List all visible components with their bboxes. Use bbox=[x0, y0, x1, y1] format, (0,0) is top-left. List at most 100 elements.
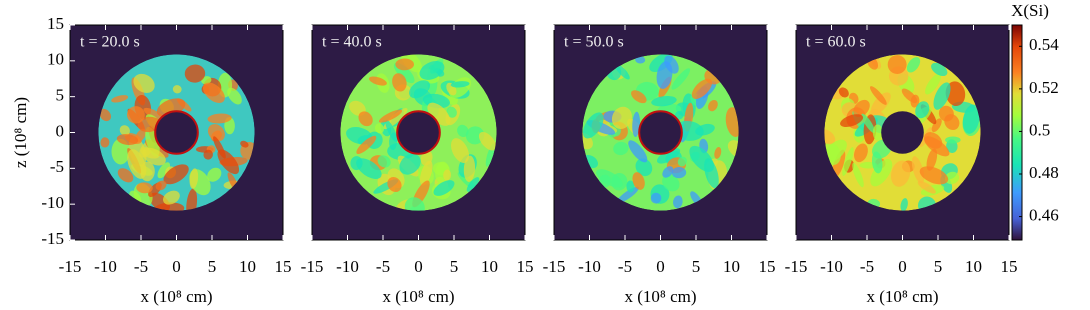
x-tick-label: -10 bbox=[578, 257, 601, 276]
colorbar-tick-label: 0.46 bbox=[1029, 205, 1059, 224]
blob bbox=[116, 134, 139, 145]
blob bbox=[926, 148, 938, 171]
blob bbox=[202, 82, 225, 103]
colorbar-label: X(Si) bbox=[1011, 1, 1049, 20]
blob bbox=[944, 171, 960, 185]
blob bbox=[853, 99, 870, 118]
blob bbox=[582, 112, 604, 139]
colorbar-tick-label: 0.52 bbox=[1029, 78, 1059, 97]
blob bbox=[207, 124, 225, 142]
x-tick-label: 15 bbox=[517, 257, 534, 276]
blob bbox=[945, 81, 966, 107]
panel-label: t = 40.0 s bbox=[322, 34, 382, 51]
blob bbox=[614, 63, 630, 80]
blob bbox=[824, 129, 836, 145]
x-tick-label: 15 bbox=[275, 257, 292, 276]
blob bbox=[931, 118, 942, 133]
blob bbox=[100, 137, 110, 148]
x-tick-label: 0 bbox=[414, 257, 423, 276]
blob bbox=[385, 119, 398, 143]
x-tick-label: -10 bbox=[336, 257, 359, 276]
blob bbox=[901, 88, 918, 104]
blob bbox=[911, 156, 925, 184]
blob bbox=[650, 192, 662, 204]
blob bbox=[906, 57, 921, 73]
blob bbox=[387, 177, 402, 193]
blob bbox=[203, 149, 213, 160]
blob bbox=[919, 166, 949, 185]
blob bbox=[870, 92, 891, 115]
x-tick-label: 10 bbox=[723, 257, 740, 276]
blob bbox=[671, 68, 691, 90]
blob bbox=[842, 147, 854, 176]
blob bbox=[450, 138, 470, 163]
blob bbox=[872, 124, 883, 141]
x-tick-label: 0 bbox=[172, 257, 181, 276]
blob bbox=[466, 177, 480, 192]
x-tick-label: -5 bbox=[134, 257, 148, 276]
x-axis-label: x (10⁸ cm) bbox=[624, 287, 696, 306]
blob bbox=[443, 169, 452, 181]
blob bbox=[915, 101, 930, 119]
blob bbox=[189, 168, 199, 189]
x-tick-label: 15 bbox=[759, 257, 776, 276]
x-tick-label: 5 bbox=[934, 257, 943, 276]
x-axis-label: x (10⁸ cm) bbox=[866, 287, 938, 306]
blob bbox=[838, 87, 849, 98]
x-tick-label: 15 bbox=[1001, 257, 1018, 276]
panel-label: t = 50.0 s bbox=[564, 34, 624, 51]
blob bbox=[704, 158, 719, 189]
blob bbox=[450, 81, 470, 88]
blob bbox=[395, 58, 415, 71]
blob bbox=[727, 140, 739, 158]
blob bbox=[917, 180, 936, 194]
x-tick-label: -5 bbox=[618, 257, 632, 276]
x-tick-label: 5 bbox=[450, 257, 459, 276]
panel-label: t = 20.0 s bbox=[80, 34, 140, 51]
blob bbox=[163, 164, 189, 185]
blob bbox=[358, 111, 373, 127]
blob bbox=[213, 136, 226, 159]
blob bbox=[392, 73, 407, 92]
core bbox=[396, 110, 441, 155]
blob bbox=[240, 140, 249, 148]
blob bbox=[613, 141, 629, 156]
blob bbox=[832, 149, 846, 179]
x-tick-label: -5 bbox=[376, 257, 390, 276]
blob bbox=[126, 106, 145, 124]
panel-label: t = 60.0 s bbox=[806, 34, 866, 51]
blob bbox=[672, 195, 683, 209]
blob bbox=[870, 86, 887, 105]
blob bbox=[111, 95, 129, 103]
blob bbox=[227, 87, 242, 105]
y-tick-label: -5 bbox=[50, 157, 64, 176]
colorbar-tick-label: 0.48 bbox=[1029, 163, 1059, 182]
blob bbox=[463, 155, 476, 182]
x-tick-label: -15 bbox=[785, 257, 808, 276]
blob bbox=[924, 136, 950, 157]
x-tick-label: -5 bbox=[860, 257, 874, 276]
heatmap-panel bbox=[311, 24, 526, 241]
blob bbox=[852, 162, 864, 188]
blob bbox=[611, 106, 632, 129]
blob bbox=[399, 153, 421, 175]
blob bbox=[172, 85, 182, 94]
colorbar-tick-label: 0.5 bbox=[1029, 120, 1050, 139]
blob bbox=[446, 106, 457, 118]
blob bbox=[207, 167, 222, 182]
x-tick-label: 10 bbox=[239, 257, 256, 276]
heatmap-panel bbox=[795, 24, 1010, 241]
blob bbox=[135, 128, 147, 143]
blob bbox=[933, 82, 951, 110]
blob bbox=[465, 126, 485, 145]
blob bbox=[824, 139, 847, 163]
blob bbox=[201, 76, 212, 85]
x-tick-label: -15 bbox=[543, 257, 566, 276]
y-axis-label: z (10⁸ cm) bbox=[11, 97, 30, 168]
blob bbox=[377, 155, 391, 168]
blob bbox=[891, 160, 911, 187]
blob bbox=[433, 180, 455, 196]
blob bbox=[628, 140, 648, 163]
blob bbox=[861, 113, 876, 134]
